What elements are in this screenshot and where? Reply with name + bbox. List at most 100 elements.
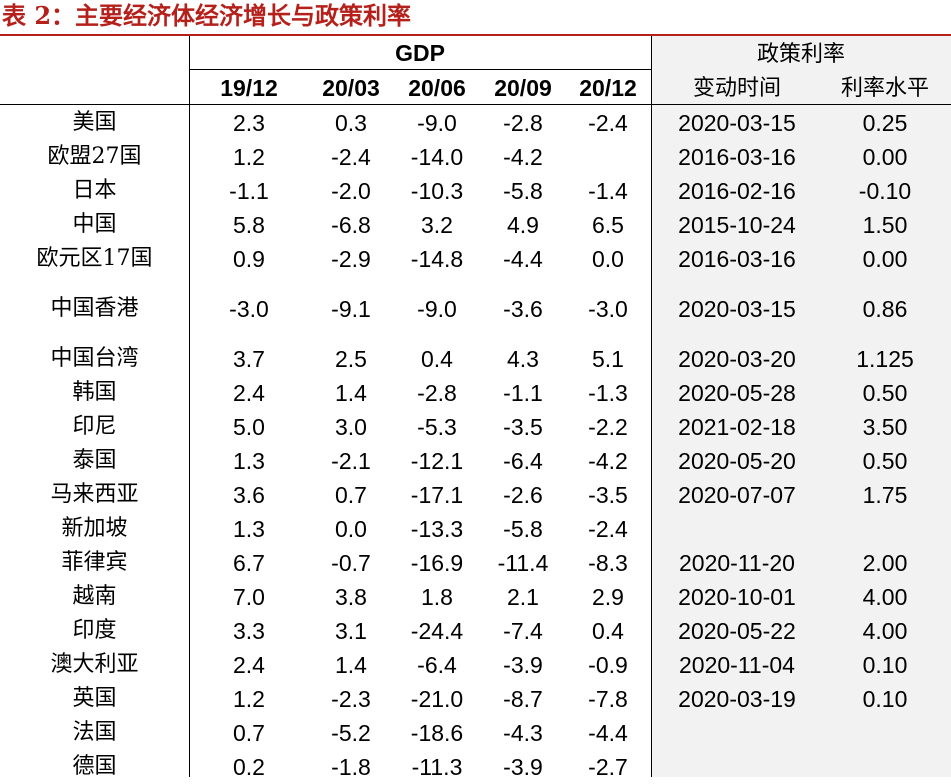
gdp-value: -2.0 [331,178,371,204]
gdp-value: -2.9 [331,246,371,272]
quarter-header: 20/03 [322,75,380,101]
gdp-value: 2.3 [233,110,265,136]
gdp-value: -16.9 [410,550,464,576]
country-name: 欧盟27国 [47,144,142,169]
gdp-value: -3.9 [503,652,543,678]
gdp-value: 6.7 [233,550,265,576]
rate-change-date: 2021-02-18 [678,414,796,440]
gdp-value: 0.2 [233,754,265,780]
country-name: 中国台湾 [50,346,139,371]
gdp-value: 7.0 [233,584,265,610]
gdp-value: -1.1 [229,178,269,204]
gdp-value: -9.0 [417,110,457,136]
gdp-value [564,140,652,174]
country-name: 印度 [72,618,117,643]
country-name: 泰国 [72,448,117,473]
rate-change-date: 2020-03-15 [678,296,796,322]
gdp-value: -2.6 [503,482,543,508]
gdp-value: 1.4 [335,652,367,678]
gdp-value: -9.0 [417,296,457,322]
rate-level [820,750,950,784]
gdp-value: 2.9 [592,584,624,610]
gdp-value: -4.2 [503,144,543,170]
gdp-value: 5.8 [233,212,265,238]
table-row: 澳大利亚 2.4 1.4 -6.4 -3.9 -0.9 2020-11-04 0.10 [0,648,951,682]
country-name: 英国 [72,686,117,711]
gdp-value: -14.8 [410,246,464,272]
rate-change-date: 2020-03-19 [678,686,796,712]
rate-level: 0.50 [862,448,908,474]
country-column-divider [189,36,190,777]
country-name: 澳大利亚 [50,652,139,677]
gdp-value: -2.4 [588,516,628,542]
gdp-value: 3.0 [335,414,367,440]
quarter-header: 20/12 [579,75,637,101]
gdp-value: 0.7 [233,720,265,746]
gdp-value: -3.9 [503,754,543,780]
gdp-value: -9.1 [331,296,371,322]
gdp-value: -5.8 [503,516,543,542]
country-name: 法国 [72,720,117,745]
table-row: 欧元区17国 0.9 -2.9 -14.8 -4.4 0.0 2016-03-16 0.00 [0,242,951,276]
rate-change-date: 2015-10-24 [678,212,796,238]
table-row: 中国 5.8 -6.8 3.2 4.9 6.5 2015-10-24 1.50 [0,208,951,242]
gdp-value: 4.9 [507,212,539,238]
gdp-value: -11.4 [497,550,549,576]
gdp-value: -2.3 [331,686,371,712]
table-title: 表 2：主要经济体经济增长与政策利率 [2,1,412,30]
gdp-value: 0.4 [421,346,453,372]
gdp-value: -6.4 [417,652,457,678]
table-row: 德国 0.2 -1.8 -11.3 -3.9 -2.7 [0,750,951,784]
rate-level: 0.10 [862,686,908,712]
table-row: 马来西亚 3.6 0.7 -17.1 -2.6 -3.5 2020-07-07 1.75 [0,478,951,512]
gdp-value: -7.4 [503,618,543,644]
gdp-value: 3.2 [421,212,453,238]
country-name: 韩国 [72,380,117,405]
gdp-value: -2.8 [417,380,457,406]
rate-level: -0.10 [858,178,912,204]
gdp-value: -1.4 [588,178,628,204]
gdp-value: 1.3 [233,516,265,542]
table-row: 泰国 1.3 -2.1 -12.1 -6.4 -4.2 2020-05-20 0.50 [0,444,951,478]
rate-change-date: 2020-10-01 [678,584,796,610]
gdp-value: 3.1 [335,618,367,644]
gdp-value: -8.3 [588,550,628,576]
gdp-value: 3.7 [233,346,265,372]
gdp-value: -12.1 [410,448,464,474]
gdp-value: 2.4 [233,380,265,406]
rate-change-date: 2020-05-22 [678,618,796,644]
rate-level: 0.86 [862,296,908,322]
header-bottom-rule [0,104,951,105]
rate-level: 1.75 [862,482,908,508]
table-row: 美国 2.3 0.3 -9.0 -2.8 -2.4 2020-03-15 0.25 [0,106,951,140]
gdp-value: -3.5 [588,482,628,508]
gdp-value: 6.5 [592,212,624,238]
rate-level [820,512,950,546]
change-date-header: 变动时间 [692,76,781,101]
country-name: 日本 [72,178,117,203]
rate-change-date [652,512,822,546]
rate-level: 0.25 [862,110,908,136]
gdp-value: -3.6 [503,296,543,322]
gdp-value: 0.3 [335,110,367,136]
rate-level: 1.50 [862,212,908,238]
rate-change-date: 2016-03-16 [678,246,796,272]
gdp-value: 1.2 [233,686,265,712]
rate-level: 4.00 [862,584,908,610]
table-row: 菲律宾 6.7 -0.7 -16.9 -11.4 -8.3 2020-11-20 2.00 [0,546,951,580]
table-row: 越南 7.0 3.8 1.8 2.1 2.9 2020-10-01 4.00 [0,580,951,614]
gdp-value: 1.8 [421,584,453,610]
table-row: 英国 1.2 -2.3 -21.0 -8.7 -7.8 2020-03-19 0.10 [0,682,951,716]
country-name: 中国 [72,212,117,237]
gdp-value: -3.0 [588,296,628,322]
rate-change-date [652,750,822,784]
table-row: 韩国 2.4 1.4 -2.8 -1.1 -1.3 2020-05-28 0.50 [0,376,951,410]
gdp-value: -2.1 [331,448,371,474]
country-name: 印尼 [72,414,117,439]
gdp-value: 0.0 [592,246,624,272]
country-name: 德国 [72,754,117,779]
rate-change-date: 2020-11-04 [679,652,795,678]
gdp-value: 0.4 [592,618,624,644]
gdp-value: 0.0 [335,516,367,542]
gdp-value: 0.7 [335,482,367,508]
